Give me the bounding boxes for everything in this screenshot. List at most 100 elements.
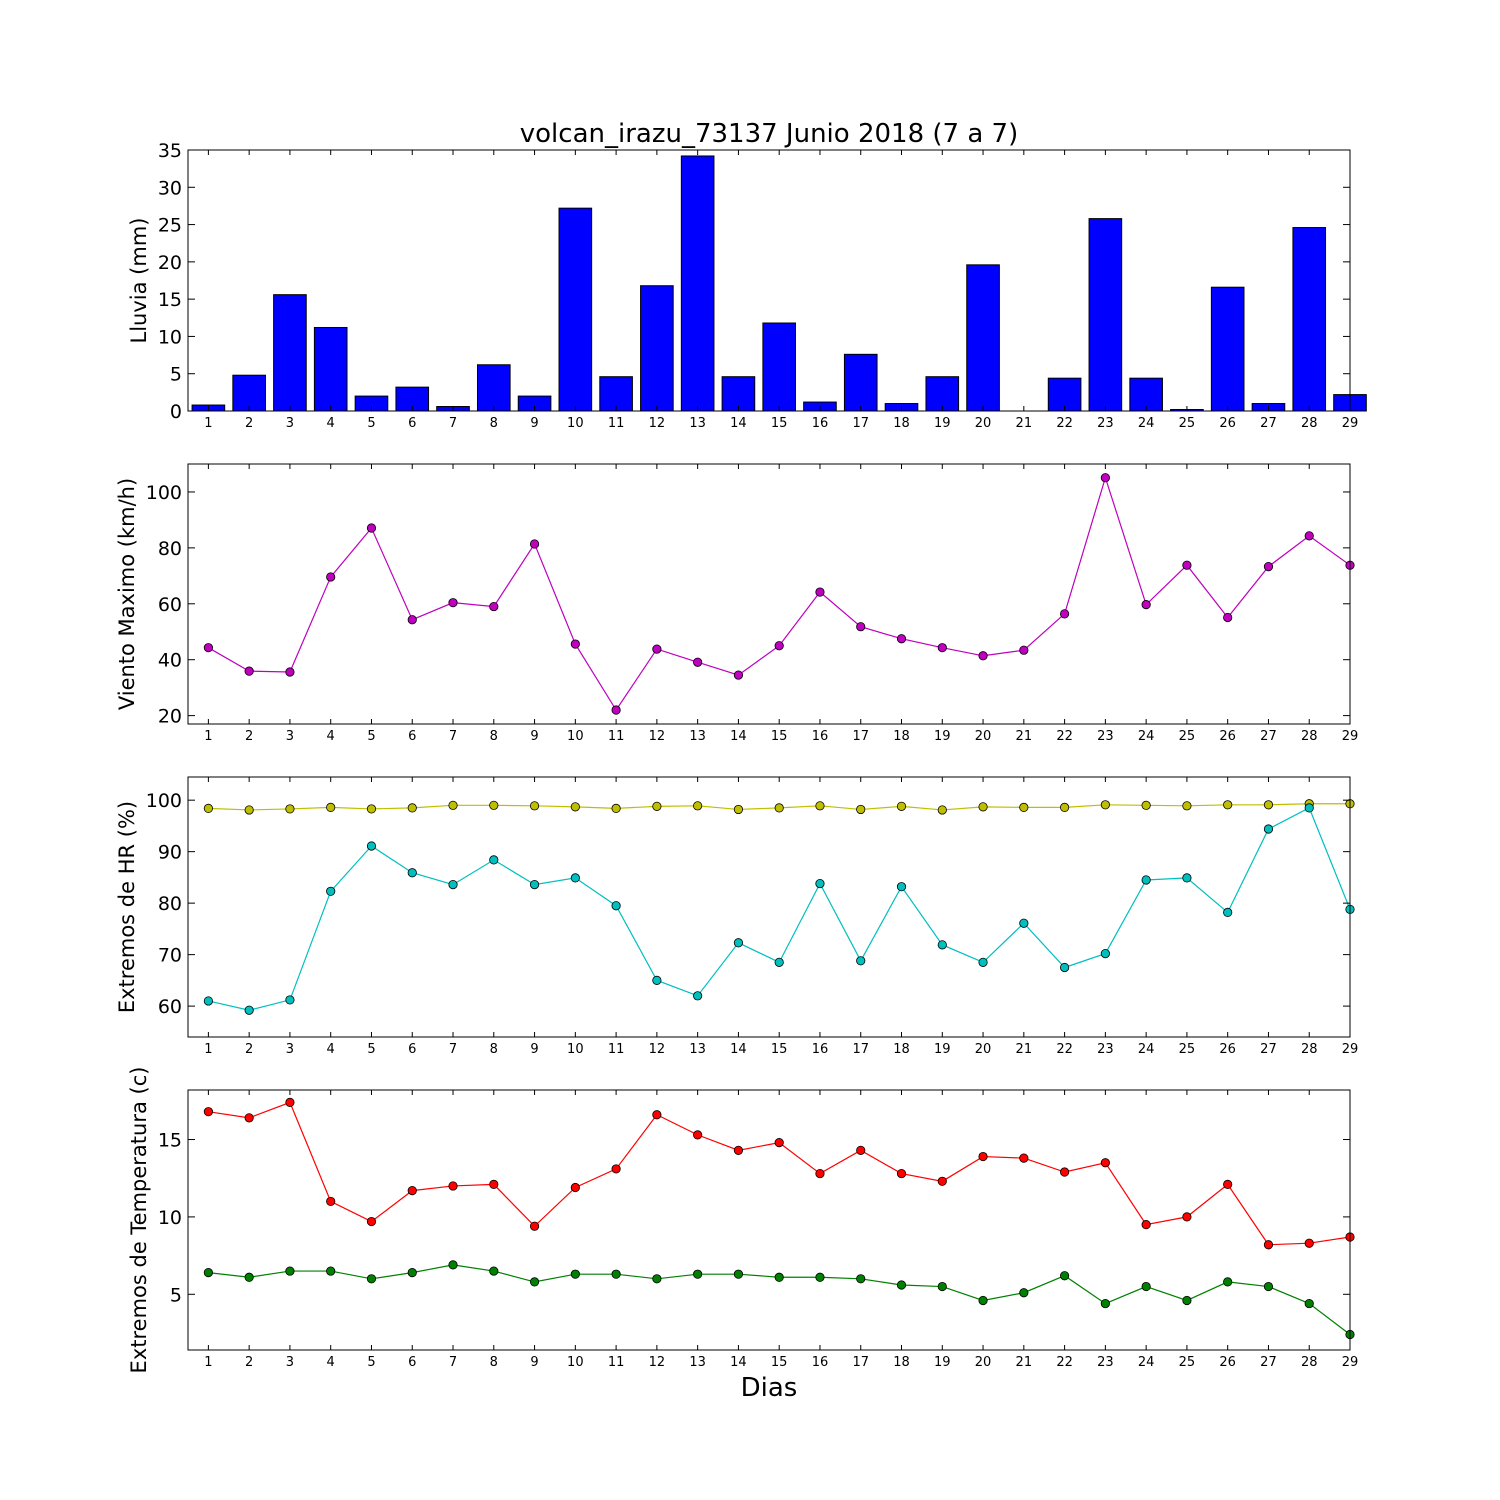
plot-frame <box>187 149 1351 412</box>
x-tick-label: 19 <box>934 729 951 744</box>
x-tick-label: 18 <box>893 1042 910 1057</box>
y-axis-label: Lluvia (mm) <box>127 218 151 344</box>
panels: 1 2 3 4 5 6 7 8 9 10 11 12 13 14 15 16 17 18 19 20 21 22 23 24 2… <box>115 140 1367 1374</box>
x-tick-label: 7 <box>449 1355 457 1370</box>
x-tick-label: 29 <box>1342 1355 1359 1370</box>
series-2-point-day-14 <box>733 1269 744 1279</box>
series-1-point-day-23 <box>1100 1158 1110 1168</box>
series-1-point-day-22 <box>1059 802 1070 812</box>
x-tick-label: 4 <box>327 416 335 431</box>
x-tick-label: 21 <box>1016 1042 1033 1057</box>
x-tick-label: 17 <box>852 729 869 744</box>
series-1-point-day-4 <box>326 802 336 812</box>
plot-frame <box>187 1089 1351 1351</box>
x-tick-label: 1 <box>204 729 212 744</box>
series-1-point-day-10 <box>570 1182 580 1193</box>
series-1-point-day-24 <box>1141 800 1151 810</box>
series-2-point-day-2 <box>244 1005 254 1015</box>
series-2-point-day-21 <box>1019 1288 1029 1298</box>
x-tick-label: 9 <box>530 729 538 744</box>
series-1-point-day-9 <box>529 1221 540 1231</box>
series-2-point-day-7 <box>448 1260 458 1270</box>
x-tick-label: 25 <box>1179 729 1196 744</box>
x-tick-label: 7 <box>449 729 457 744</box>
series-1-point-day-21 <box>1019 1153 1029 1163</box>
x-tick-label: 18 <box>893 1355 910 1370</box>
series-2-point-day-14 <box>733 938 744 948</box>
x-tick-label: 6 <box>408 729 416 744</box>
x-tick-label: 20 <box>975 1042 992 1057</box>
series-1-point-day-21 <box>1019 645 1029 655</box>
y-tick-label: 5 <box>170 1284 182 1306</box>
x-tick-label: 28 <box>1301 1355 1318 1370</box>
bar-day-20 <box>966 264 1000 412</box>
y-tick-label: 10 <box>158 1207 182 1229</box>
x-tick-label: 11 <box>608 416 625 431</box>
x-tick-label: 14 <box>730 1042 747 1057</box>
plot-frame <box>187 463 1351 725</box>
x-tick-label: 22 <box>1056 1042 1073 1057</box>
x-tick-label: 16 <box>812 1042 829 1057</box>
series-2-point-day-12 <box>652 1274 662 1284</box>
series-2-point-day-10 <box>570 1269 580 1279</box>
series-2-point-day-11 <box>611 1269 621 1279</box>
series-2-point-day-1 <box>203 1268 213 1278</box>
series-1-point-day-1 <box>203 643 213 653</box>
y-tick-label: 90 <box>158 842 182 864</box>
series-1-point-day-13 <box>693 801 703 811</box>
x-tick-label: 26 <box>1219 416 1236 431</box>
series-1-point-day-7 <box>448 1181 458 1191</box>
y-tick-label: 80 <box>158 893 182 915</box>
x-tick-label: 23 <box>1097 416 1114 431</box>
series-1-point-day-25 <box>1182 560 1192 570</box>
x-tick-label: 2 <box>245 729 253 744</box>
x-tick-label: 2 <box>245 1355 253 1370</box>
series-1-point-day-2 <box>244 666 254 676</box>
x-tick-label: 8 <box>490 1355 498 1370</box>
series-1-point-day-12 <box>652 1110 662 1120</box>
x-tick-label: 16 <box>812 416 829 431</box>
x-tick-label: 23 <box>1097 1355 1114 1370</box>
series-1-point-day-16 <box>815 587 825 597</box>
panel-4: 1 2 3 4 5 6 7 8 9 10 11 12 13 14 15 16 17 18 19 20 21 22 23 24 2… <box>127 1067 1358 1374</box>
series-2-point-day-5 <box>366 841 377 851</box>
y-axis-label: Extremos de Temperatura (c) <box>127 1067 151 1374</box>
series-1-point-day-26 <box>1223 1179 1233 1190</box>
series-1-point-day-15 <box>774 1138 784 1148</box>
series-2-point-day-15 <box>774 1272 784 1282</box>
y-axis-label: Extremos de HR (%) <box>115 801 139 1013</box>
y-tick-label: 10 <box>158 326 182 348</box>
series-2-point-day-2 <box>244 1272 254 1282</box>
series-1-point-day-2 <box>244 1113 254 1123</box>
series-1-point-day-24 <box>1141 600 1151 610</box>
bar-day-2 <box>232 374 266 412</box>
series-2-point-day-1 <box>203 996 213 1006</box>
x-tick-label: 23 <box>1097 1042 1114 1057</box>
series-1-point-day-10 <box>570 639 580 649</box>
series-1-point-day-9 <box>529 801 540 811</box>
series-2-point-day-22 <box>1059 1271 1070 1281</box>
x-tick-label: 13 <box>689 416 706 431</box>
x-tick-label: 6 <box>408 416 416 431</box>
series-1-point-day-11 <box>611 1164 621 1174</box>
series-1-point-day-14 <box>733 804 744 815</box>
series-1-point-day-18 <box>896 1168 907 1179</box>
y-tick-label: 20 <box>158 252 182 274</box>
x-tick-label: 2 <box>245 416 253 431</box>
bar-day-24 <box>1129 377 1163 412</box>
series-1-point-day-16 <box>815 801 825 811</box>
x-tick-label: 10 <box>567 1042 584 1057</box>
series-1-point-day-7 <box>448 800 458 810</box>
bar-day-19 <box>925 376 960 412</box>
series-1-point-day-18 <box>896 801 907 811</box>
y-tick-label: 100 <box>146 482 182 504</box>
x-tick-label: 10 <box>567 416 584 431</box>
series-1-point-day-17 <box>856 804 866 815</box>
x-tick-label: 24 <box>1138 416 1155 431</box>
bar-day-17 <box>843 353 878 412</box>
series-2-point-day-17 <box>856 956 866 966</box>
x-tick-label: 15 <box>771 729 788 744</box>
series-1-point-day-3 <box>285 1097 295 1107</box>
